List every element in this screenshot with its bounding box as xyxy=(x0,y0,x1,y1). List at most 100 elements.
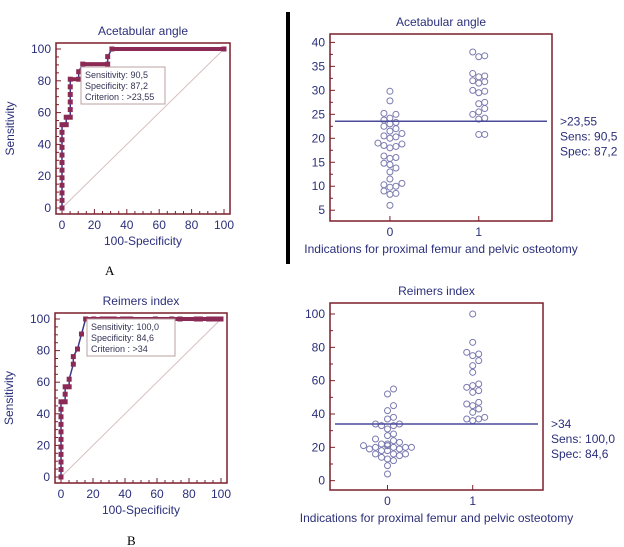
data-point xyxy=(396,452,404,460)
data-point xyxy=(384,390,392,398)
roc-point xyxy=(80,61,86,67)
y-tick-label: 40 xyxy=(37,407,51,421)
data-point xyxy=(398,140,406,148)
data-point xyxy=(390,450,398,458)
data-point xyxy=(475,415,483,423)
roc-point xyxy=(58,399,64,405)
x-tick-label: 80 xyxy=(182,487,196,501)
y-tick-label: 80 xyxy=(38,74,52,88)
x-tick-label: 1 xyxy=(475,225,482,239)
data-point xyxy=(390,443,398,451)
data-point xyxy=(390,385,398,393)
x-tick-label: 100 xyxy=(214,218,234,232)
data-point xyxy=(469,310,477,318)
cutoff-note: Sens: 100,0 xyxy=(551,432,615,446)
roc-point xyxy=(63,122,69,128)
x-axis-label: 100-Specificity xyxy=(102,503,180,517)
data-point xyxy=(372,443,380,451)
data-point xyxy=(469,77,477,85)
roc-point xyxy=(59,122,65,128)
x-axis-label: 100-Specificity xyxy=(104,234,182,248)
data-point xyxy=(386,175,394,183)
data-point xyxy=(469,86,477,94)
roc-point xyxy=(59,129,65,135)
data-point xyxy=(475,350,483,358)
x-tick-label: 40 xyxy=(118,487,132,501)
data-point xyxy=(475,405,483,413)
y-tick-label: 35 xyxy=(312,59,326,73)
roc-point xyxy=(58,421,64,427)
data-point xyxy=(390,402,398,410)
y-tick-label: 0 xyxy=(43,470,50,484)
data-point xyxy=(392,164,400,172)
data-point xyxy=(386,87,394,95)
data-point xyxy=(469,402,477,410)
data-point xyxy=(386,183,394,191)
roc-point xyxy=(59,175,65,181)
data-point xyxy=(384,432,392,440)
data-point xyxy=(378,453,386,461)
roc-point xyxy=(70,361,76,367)
y-axis-label: Sensitivity xyxy=(2,371,16,425)
roc-point xyxy=(210,316,216,322)
chart-title: Acetabular angle xyxy=(396,15,486,29)
roc-legend-line: Sensitivity: 100,0 xyxy=(91,322,159,332)
cutoff-note: Spec: 84,6 xyxy=(551,447,609,461)
roc-point xyxy=(62,391,68,397)
data-point xyxy=(469,110,477,118)
data-point xyxy=(481,98,489,106)
roc-point xyxy=(58,406,64,412)
data-point xyxy=(392,182,400,190)
data-point xyxy=(384,470,392,478)
cutoff-note: Spec: 87,2 xyxy=(560,144,618,158)
roc-point xyxy=(74,346,80,352)
panel-divider xyxy=(286,12,290,264)
y-tick-label: 40 xyxy=(312,35,326,49)
data-point xyxy=(469,388,477,396)
data-point xyxy=(386,201,394,209)
data-point xyxy=(360,442,368,450)
roc-point xyxy=(76,76,82,82)
data-point xyxy=(386,190,394,198)
y-tick-label: 10 xyxy=(312,179,326,193)
x-tick-label: 100 xyxy=(211,487,231,501)
roc-point xyxy=(58,414,64,420)
data-point xyxy=(372,435,380,443)
data-point xyxy=(469,368,477,376)
data-point xyxy=(475,53,483,61)
data-point xyxy=(390,457,398,465)
x-tick-label: 0 xyxy=(58,487,65,501)
data-point xyxy=(380,132,388,140)
y-tick-label: 5 xyxy=(318,203,325,217)
data-point xyxy=(380,141,388,149)
data-point xyxy=(384,415,392,423)
roc-legend-box xyxy=(80,66,166,105)
x-tick-label: 40 xyxy=(120,218,134,232)
data-point xyxy=(374,139,382,147)
chart-title: Reimers index xyxy=(103,294,180,308)
roc-point xyxy=(62,384,68,390)
data-point xyxy=(469,417,477,425)
y-tick-label: 0 xyxy=(44,201,51,215)
data-point xyxy=(384,462,392,470)
roc-point xyxy=(67,107,73,113)
x-tick-label: 1 xyxy=(469,494,476,508)
reference-diagonal xyxy=(60,318,222,478)
roc-point xyxy=(70,354,76,360)
data-point xyxy=(384,440,392,448)
data-point xyxy=(463,383,471,391)
x-tick-label: 0 xyxy=(387,225,394,239)
data-point xyxy=(396,445,404,453)
roc-point xyxy=(67,76,73,82)
data-point xyxy=(378,447,386,455)
data-point xyxy=(481,52,489,60)
roc-point xyxy=(218,316,224,322)
roc-point xyxy=(62,399,68,405)
x-tick-label: 60 xyxy=(150,487,164,501)
roc-point xyxy=(58,466,64,472)
x-tick-label: 20 xyxy=(88,218,102,232)
data-point xyxy=(390,437,398,445)
roc-point xyxy=(59,152,65,158)
roc-point xyxy=(109,46,115,52)
